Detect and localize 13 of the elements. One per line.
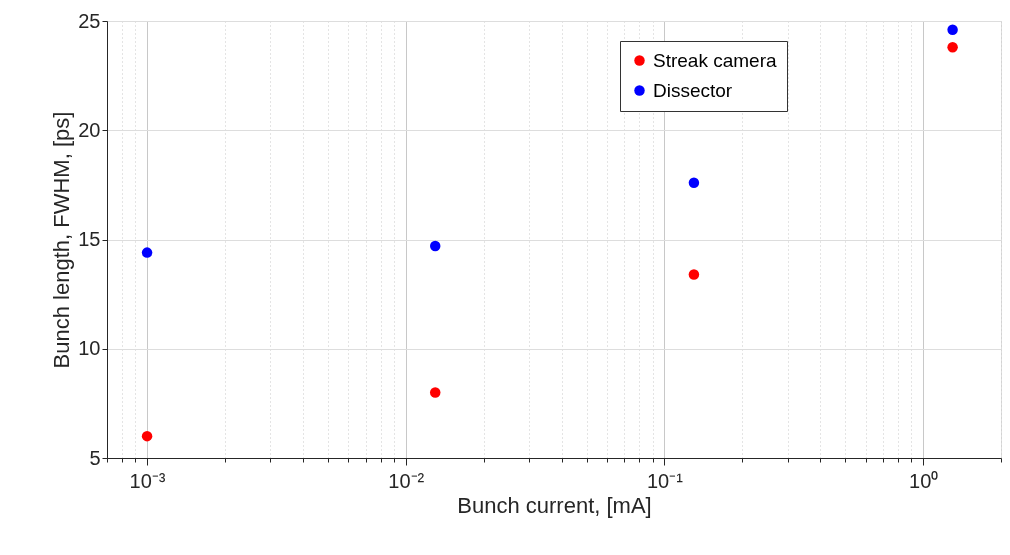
y-tick-label: 25: [78, 9, 101, 32]
x-tick-label: 10⁻¹: [646, 469, 684, 492]
x-axis-title: Bunch current, [mA]: [457, 492, 652, 518]
y-axis-title: Bunch length, FWHM, [ps]: [49, 111, 75, 369]
x-tick-label: 10⁻³: [129, 469, 166, 492]
legend-label: Dissector: [653, 79, 733, 101]
legend-label: Streak camera: [653, 49, 777, 71]
x-tick-label: 10⁰: [909, 469, 939, 492]
y-tick-label: 20: [78, 118, 101, 141]
y-tick-label: 10: [78, 337, 101, 360]
y-tick-label: 5: [89, 446, 101, 469]
x-tick-label: 10⁻²: [388, 469, 425, 492]
y-tick-label: 15: [78, 228, 101, 250]
